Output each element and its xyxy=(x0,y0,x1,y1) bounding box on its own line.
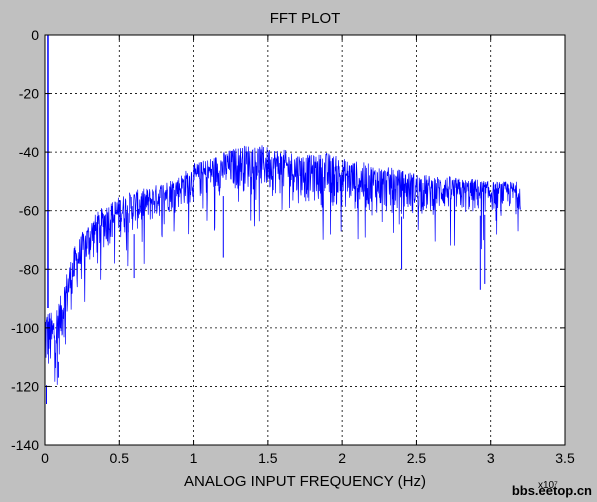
x-axis-label: ANALOG INPUT FREQUENCY (Hz) xyxy=(184,473,426,490)
axes-frame xyxy=(44,34,566,446)
spectrum-noise-trace xyxy=(44,145,521,385)
y-tick-label: -120 xyxy=(11,378,39,394)
x-tick-label: 3 xyxy=(487,450,495,466)
watermark: bbs.eetop.cn xyxy=(512,483,592,498)
y-tick-label: -140 xyxy=(11,437,39,453)
y-tick-label: -20 xyxy=(19,86,39,102)
y-tick-label: -80 xyxy=(19,261,39,277)
x-tick-label: 0.5 xyxy=(110,450,130,466)
x-tick-label: 2.5 xyxy=(407,450,427,466)
fft-spectrum-series xyxy=(44,35,521,404)
y-tick-label: -40 xyxy=(19,144,39,160)
x-tick-label: 2 xyxy=(338,450,346,466)
x-tick-label: 1.5 xyxy=(258,450,278,466)
y-axis-ticks: 0 -20 -40 -60 -80 -100 -120 -140 xyxy=(11,27,565,453)
y-tick-label: -60 xyxy=(19,203,39,219)
plot-area xyxy=(45,35,565,445)
y-tick-label: -100 xyxy=(11,320,39,336)
x-tick-label: 1 xyxy=(190,450,198,466)
x-tick-label: 3.5 xyxy=(555,450,575,466)
x-axis-ticks: 0 0.5 1 1.5 2 2.5 3 3.5 xyxy=(41,35,575,466)
chart-title: FFT PLOT xyxy=(270,10,341,27)
x-axis-multiplier: x10⁷ xyxy=(538,480,558,491)
x-tick-label: 0 xyxy=(41,450,49,466)
y-tick-label: 0 xyxy=(31,27,39,43)
